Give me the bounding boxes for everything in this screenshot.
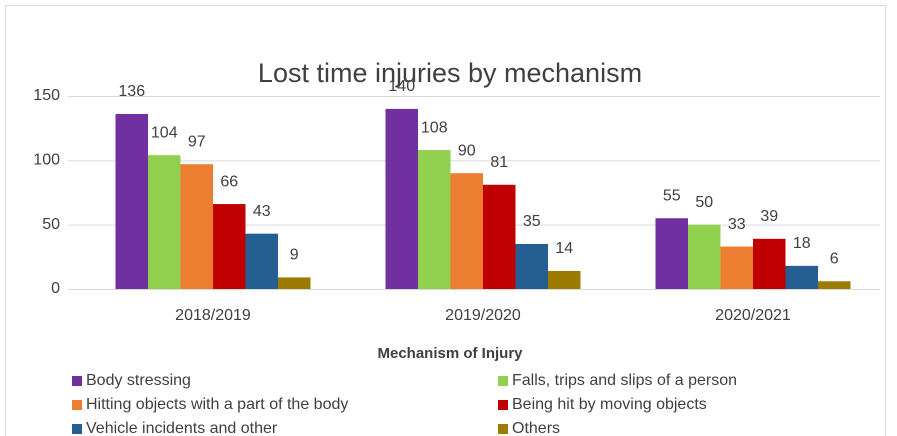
y-tick-label: 50	[42, 216, 60, 233]
legend-title: Mechanism of Injury	[377, 345, 523, 362]
data-label: 39	[760, 208, 778, 225]
bar	[483, 184, 516, 289]
data-label: 97	[188, 133, 206, 150]
data-label: 108	[421, 119, 448, 136]
bar	[115, 114, 148, 289]
data-label: 33	[728, 216, 746, 233]
y-tick-label: 0	[51, 280, 60, 297]
bar	[213, 204, 246, 289]
legend-label: Body stressing	[86, 372, 191, 389]
bar	[180, 164, 213, 289]
data-label: 50	[695, 194, 713, 211]
bar	[548, 270, 581, 289]
bar	[385, 108, 418, 289]
x-tick-label: 2018/2019	[175, 307, 251, 324]
bar	[688, 224, 721, 289]
legend-label: Hitting objects with a part of the body	[86, 396, 348, 413]
legend-swatch	[498, 400, 508, 410]
legend-label: Others	[512, 420, 560, 436]
legend-swatch	[498, 424, 508, 434]
bar	[278, 277, 311, 289]
legend-label: Vehicle incidents and other	[86, 420, 278, 436]
data-label: 140	[388, 78, 415, 95]
data-label: 14	[555, 240, 573, 257]
bar	[785, 265, 818, 289]
y-tick-label: 100	[33, 152, 60, 169]
chart-frame	[5, 5, 886, 436]
data-label: 55	[663, 187, 681, 204]
bar	[753, 238, 786, 289]
legend-swatch	[498, 376, 508, 386]
data-label: 90	[458, 142, 476, 159]
bar	[720, 246, 753, 289]
data-label: 104	[151, 124, 178, 141]
bar	[245, 233, 278, 289]
x-tick-label: 2019/2020	[445, 307, 521, 324]
bar	[148, 155, 181, 289]
legend-label: Falls, trips and slips of a person	[512, 372, 737, 389]
bar	[655, 218, 688, 289]
data-label: 6	[830, 250, 839, 267]
legend-label: Being hit by moving objects	[512, 396, 707, 413]
legend-swatch	[72, 376, 82, 386]
data-label: 35	[523, 213, 541, 230]
data-label: 18	[793, 235, 811, 252]
chart-title: Lost time injuries by mechanism	[258, 58, 642, 88]
bar	[418, 150, 451, 289]
bar	[450, 173, 483, 289]
data-label: 9	[290, 247, 299, 264]
x-tick-label: 2020/2021	[715, 307, 791, 324]
bar	[818, 281, 851, 289]
legend-swatch	[72, 400, 82, 410]
data-label: 136	[118, 83, 145, 100]
legend-swatch	[72, 424, 82, 434]
bar	[515, 243, 548, 289]
y-tick-label: 150	[33, 87, 60, 104]
data-label: 43	[253, 203, 271, 220]
data-label: 66	[220, 173, 238, 190]
data-label: 81	[490, 154, 508, 171]
